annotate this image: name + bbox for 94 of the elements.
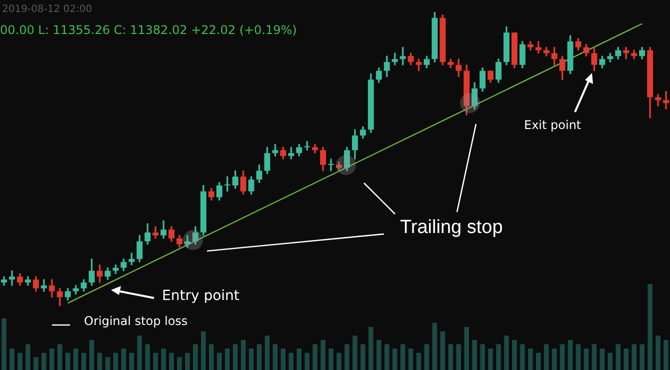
bar bbox=[248, 348, 254, 370]
bar bbox=[520, 344, 525, 370]
bar bbox=[656, 336, 660, 370]
bar bbox=[376, 340, 382, 370]
bar bbox=[648, 284, 652, 370]
bar bbox=[408, 348, 414, 370]
annotation: Exit point bbox=[524, 118, 582, 132]
bar bbox=[97, 352, 102, 370]
bar bbox=[169, 352, 174, 370]
bar bbox=[185, 352, 190, 370]
bar bbox=[560, 344, 565, 370]
bar bbox=[528, 348, 533, 370]
bar bbox=[296, 348, 302, 370]
bar bbox=[216, 352, 222, 370]
bar bbox=[664, 340, 668, 370]
bar bbox=[384, 344, 390, 370]
bar bbox=[352, 336, 358, 370]
bar bbox=[89, 340, 94, 370]
bar bbox=[232, 344, 238, 370]
bar bbox=[73, 348, 78, 370]
bar bbox=[392, 348, 398, 370]
bar bbox=[208, 344, 214, 370]
bar bbox=[153, 352, 158, 370]
bar bbox=[264, 336, 270, 370]
bar bbox=[10, 348, 14, 370]
bar bbox=[336, 352, 342, 370]
bar bbox=[18, 352, 22, 370]
bar bbox=[280, 348, 286, 370]
bar bbox=[496, 344, 501, 370]
bar bbox=[480, 344, 485, 370]
bar bbox=[201, 331, 206, 370]
bar bbox=[472, 340, 477, 370]
bar bbox=[145, 344, 150, 370]
bar bbox=[312, 344, 318, 370]
bar bbox=[584, 348, 589, 370]
annotation: Trailing stop bbox=[400, 217, 503, 239]
bar bbox=[304, 352, 310, 370]
annotation: Original stop loss bbox=[84, 314, 188, 328]
bar bbox=[344, 344, 350, 370]
bar bbox=[272, 344, 278, 370]
bar bbox=[113, 352, 118, 370]
bar bbox=[121, 348, 126, 370]
candlestick bbox=[184, 235, 190, 248]
bar bbox=[161, 348, 166, 370]
bar bbox=[592, 344, 597, 370]
bar bbox=[448, 344, 454, 370]
bar bbox=[57, 344, 62, 370]
bar bbox=[137, 336, 142, 370]
bar bbox=[416, 352, 422, 370]
bar bbox=[616, 344, 621, 370]
bar bbox=[193, 344, 198, 370]
bar bbox=[576, 344, 581, 370]
bar bbox=[400, 344, 406, 370]
bar bbox=[424, 344, 430, 370]
bar bbox=[2, 318, 6, 370]
bar bbox=[632, 344, 636, 370]
candlestick bbox=[8, 270, 15, 286]
annotation: 00.00 L: 11355.26 C: 11382.02 +22.02 (+0.19%) bbox=[0, 23, 297, 37]
bar bbox=[34, 357, 38, 370]
bar bbox=[464, 327, 469, 370]
bar bbox=[544, 344, 549, 370]
bar bbox=[456, 344, 462, 370]
bar bbox=[129, 352, 134, 370]
bar bbox=[65, 352, 70, 370]
bar bbox=[26, 344, 30, 370]
bar bbox=[49, 348, 54, 370]
bar bbox=[81, 352, 86, 370]
bar bbox=[488, 348, 493, 370]
bar bbox=[552, 348, 557, 370]
bar bbox=[640, 344, 644, 370]
bar bbox=[328, 348, 334, 370]
bar bbox=[504, 336, 509, 370]
bar bbox=[368, 327, 374, 370]
bar bbox=[624, 348, 629, 370]
bar bbox=[256, 344, 262, 370]
bar bbox=[105, 357, 110, 370]
bar bbox=[240, 340, 246, 370]
bar bbox=[288, 352, 294, 370]
bar bbox=[608, 352, 613, 370]
bar bbox=[536, 352, 541, 370]
bar bbox=[432, 322, 438, 370]
bar bbox=[320, 340, 326, 370]
candlestick bbox=[663, 91, 670, 110]
candlestick bbox=[328, 158, 334, 172]
annotation: Entry point bbox=[162, 288, 240, 304]
bar bbox=[512, 340, 517, 370]
bar bbox=[41, 352, 46, 370]
bar bbox=[224, 348, 230, 370]
bar bbox=[568, 340, 573, 370]
annotation: 2019-08-12 02:00 bbox=[2, 4, 92, 15]
bar bbox=[600, 348, 605, 370]
bar bbox=[360, 344, 366, 370]
bar bbox=[440, 331, 446, 370]
bar bbox=[177, 357, 182, 370]
